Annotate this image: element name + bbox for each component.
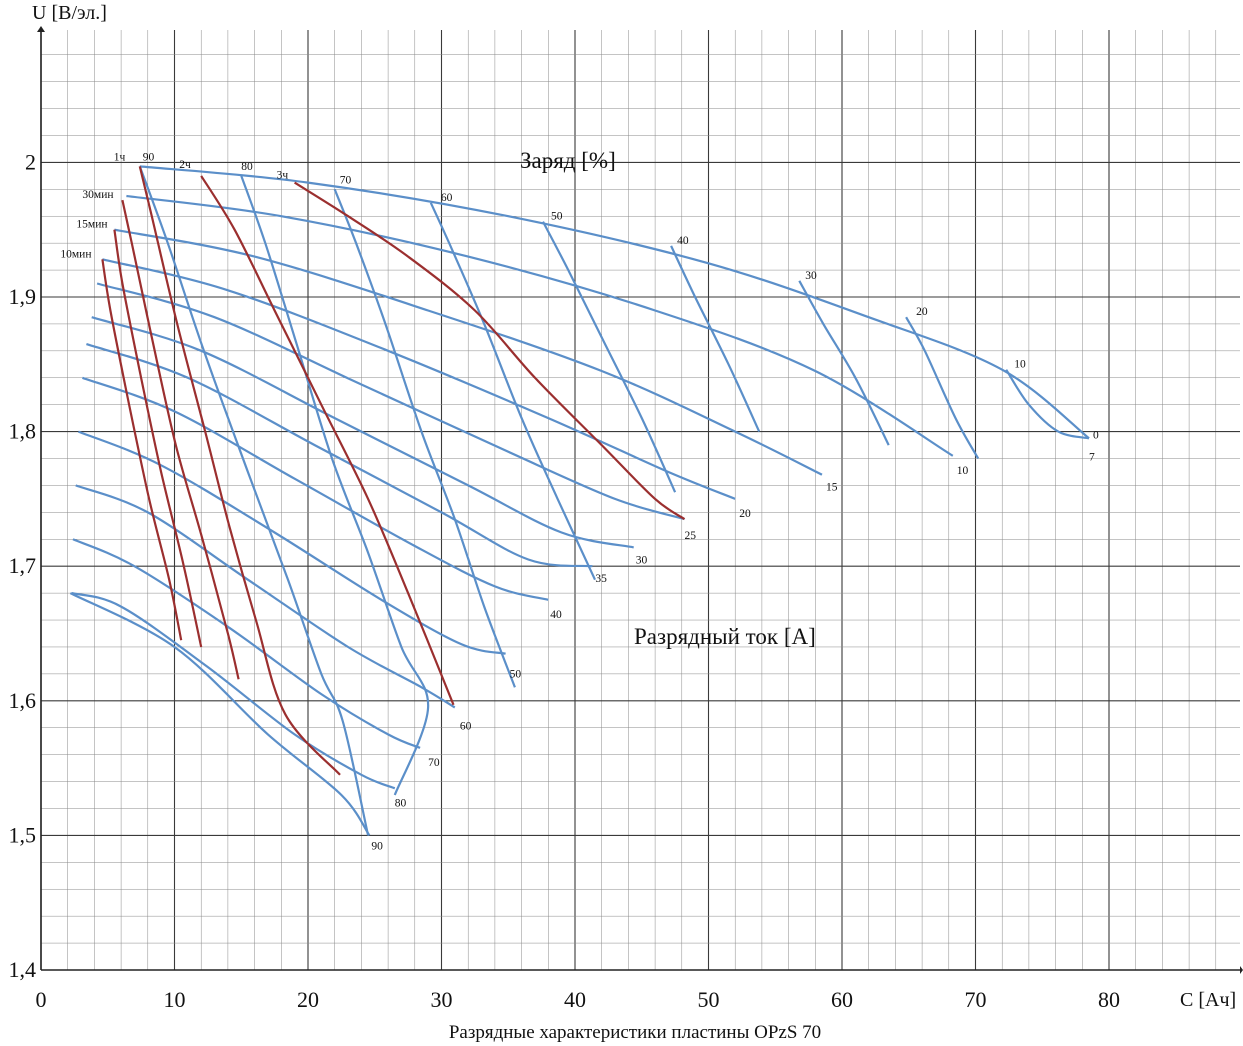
x-tick-label: 50 [698, 987, 720, 1012]
current-point-label: 30 [636, 554, 648, 566]
time-point-label: 10мин [60, 248, 91, 260]
charge-point-label: 60 [441, 192, 453, 204]
x-tick-label: 60 [831, 987, 853, 1012]
time-point-label: 2ч [179, 159, 191, 171]
x-tick-label: 40 [564, 987, 586, 1012]
y-tick-label: 1,9 [9, 284, 37, 309]
charge-line-70 [333, 188, 516, 688]
charge-line-80 [240, 175, 430, 796]
current-point-label: 7 [1089, 451, 1095, 463]
charge-line-50 [542, 221, 677, 493]
charge-group-label: Заряд [%] [520, 148, 616, 173]
current-line-7 [139, 165, 1090, 440]
charge-line-40 [670, 245, 761, 433]
current-point-label: 60 [460, 721, 472, 733]
charge-point-label: 70 [340, 174, 352, 186]
y-tick-label: 1,7 [9, 553, 37, 578]
current-lines [69, 165, 1090, 837]
x-tick-label: 20 [297, 987, 319, 1012]
current-line-15 [114, 228, 823, 476]
time-line-30мин [121, 199, 240, 680]
charge-point-label: 30 [805, 270, 817, 282]
current-group-label: Разрядный ток [А] [634, 624, 816, 649]
current-line-25 [96, 282, 685, 521]
y-tick-label: 1,6 [9, 688, 37, 713]
current-line-70 [72, 538, 421, 749]
x-tick-label: 70 [965, 987, 987, 1012]
current-point-label: 80 [395, 797, 407, 809]
x-tick-label: 30 [431, 987, 453, 1012]
current-line-30 [91, 316, 634, 549]
time-point-label: 30мин [82, 189, 113, 201]
current-line-50 [77, 430, 506, 655]
charge-point-label: 10 [1014, 359, 1026, 371]
y-tick-label: 1,4 [9, 957, 37, 982]
current-line-90 [69, 592, 371, 837]
x-tick-label: 80 [1098, 987, 1120, 1012]
x-tick-labels: 0 10 20 30 40 50 60 70 80 [36, 987, 1121, 1012]
current-point-label: 20 [739, 508, 751, 520]
charge-point-label: 50 [551, 211, 563, 223]
time-point-label: 3ч [277, 170, 289, 182]
charge-point-label: 0 [1093, 429, 1099, 441]
current-point-label: 70 [428, 757, 440, 769]
y-tick-label: 2 [25, 149, 36, 174]
y-axis-arrow-icon [37, 26, 45, 32]
x-axis-label: C [Ач] [1180, 989, 1236, 1011]
current-line-35 [86, 343, 593, 568]
current-line-60 [75, 484, 456, 709]
charge-point-label: 80 [241, 161, 253, 173]
current-point-label: 15 [826, 482, 838, 494]
time-lines [101, 166, 686, 776]
current-point-label: 10 [957, 465, 969, 477]
y-tick-label: 1,5 [9, 822, 37, 847]
chart-title: Разрядные характеристики пластины OPzS 7… [449, 1022, 821, 1043]
point-labels: 90 80 70 60 50 40 30 20 10 0 7 10 15 20 25 30 35 40 50 60 70… [60, 151, 1099, 852]
current-line-10 [126, 194, 954, 457]
charge-line-90 [138, 166, 370, 836]
charge-point-label: 20 [916, 306, 928, 318]
charge-lines [138, 166, 1090, 836]
time-line-2ч [200, 175, 455, 706]
axes [37, 26, 1243, 974]
x-tick-label: 0 [36, 987, 47, 1012]
x-tick-label: 10 [164, 987, 186, 1012]
y-axis-label: U [В/эл.] [32, 2, 107, 24]
y-tick-label: 1,8 [9, 419, 37, 444]
current-point-label: 25 [684, 530, 696, 542]
current-point-label: 90 [371, 840, 383, 852]
current-point-label: 50 [510, 669, 522, 681]
time-line-1ч [138, 166, 341, 776]
charge-point-label: 40 [677, 235, 689, 247]
current-line-80 [71, 592, 396, 790]
time-line-3ч [294, 181, 686, 521]
current-point-label: 40 [550, 609, 562, 621]
current-point-label: 35 [595, 573, 607, 585]
y-tick-labels: 1,4 1,5 1,6 1,7 1,8 1,9 2 [9, 149, 37, 982]
charge-line-10 [1005, 369, 1090, 440]
charge-line-20 [905, 316, 980, 460]
charge-point-label: 90 [143, 151, 155, 163]
charge-line-30 [798, 280, 890, 446]
current-line-20 [102, 258, 736, 500]
time-point-label: 15мин [76, 219, 107, 231]
time-line-10мин [101, 259, 183, 641]
charge-line-60 [429, 202, 596, 581]
time-line-15мин [113, 229, 203, 648]
x-axis-arrow-icon [1240, 966, 1243, 974]
time-point-label: 1ч [114, 151, 126, 163]
